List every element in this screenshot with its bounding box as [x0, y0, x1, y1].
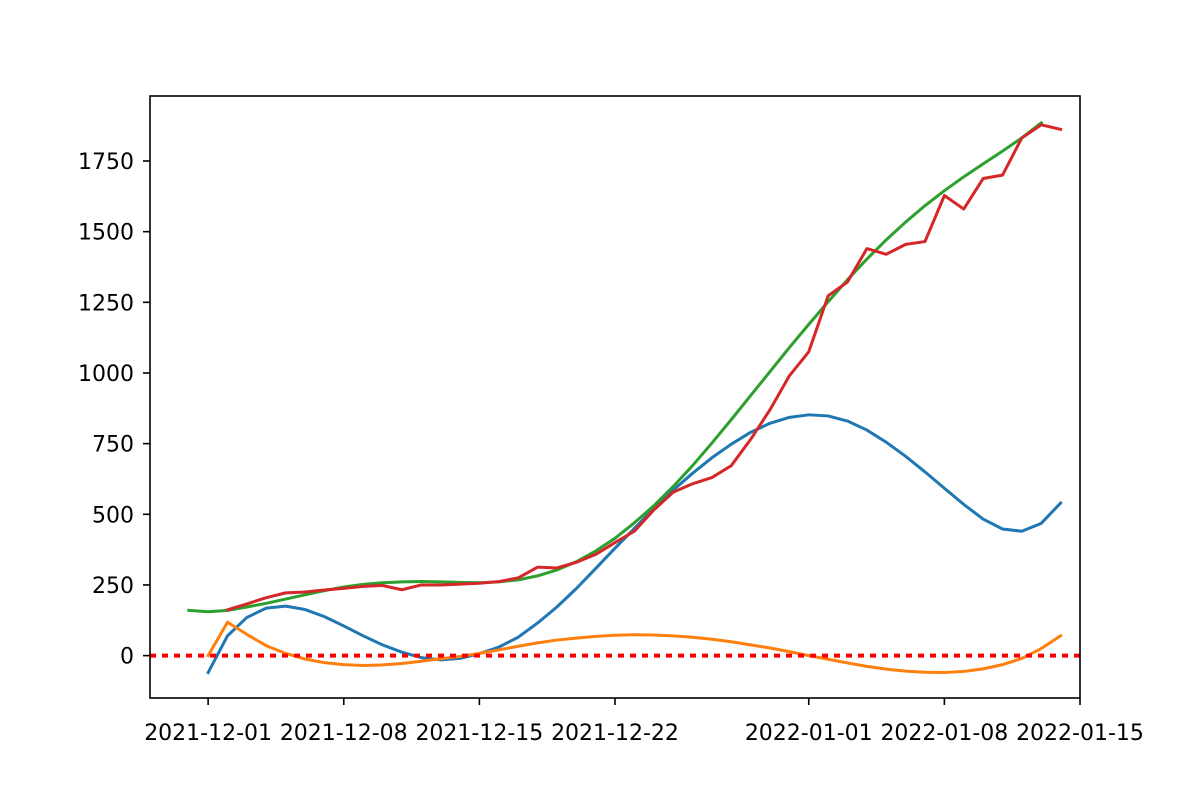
series-line-2: [206, 620, 1063, 675]
series-line-1: [206, 413, 1063, 675]
y-tick-label: 1500: [78, 221, 134, 246]
x-tick-label: 2022-01-15: [1016, 721, 1144, 746]
y-tick-label: 1250: [78, 291, 134, 316]
y-axis: 0 250 500 750 1000 1250 1500 1750: [78, 150, 150, 670]
series-layer: [187, 120, 1063, 675]
x-tick-label: 2022-01-08: [880, 721, 1008, 746]
y-tick-label: 1000: [78, 362, 134, 387]
series-line-3: [187, 120, 1044, 614]
series-line-4: [225, 123, 1063, 612]
y-tick-label: 500: [92, 503, 134, 528]
x-tick-label: 2021-12-22: [551, 721, 679, 746]
x-tick-label: 2021-12-01: [144, 721, 272, 746]
x-tick-label: 2021-12-08: [280, 721, 408, 746]
x-axis: 2021-12-01 2021-12-08 2021-12-15 2021-12-22…: [144, 698, 1144, 746]
y-tick-label: 0: [120, 645, 134, 670]
y-tick-label: 1750: [78, 150, 134, 175]
x-tick-label: 2021-12-15: [415, 721, 543, 746]
x-tick-label: 2022-01-01: [745, 721, 873, 746]
y-tick-label: 750: [92, 433, 134, 458]
y-tick-label: 250: [92, 574, 134, 599]
